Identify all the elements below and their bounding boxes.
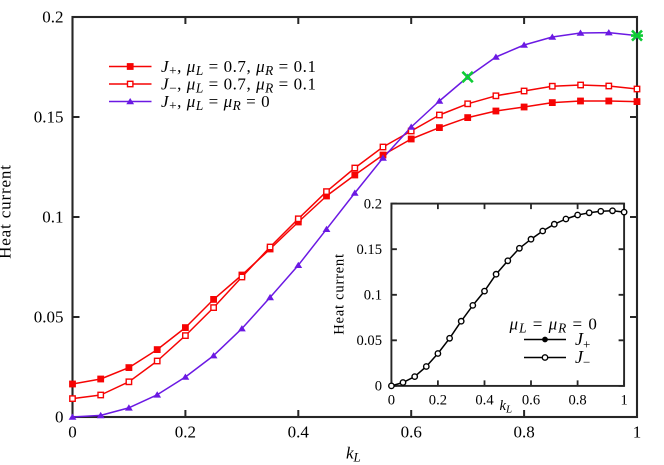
svg-text:0.2: 0.2 [175, 423, 196, 442]
svg-text:1: 1 [633, 423, 642, 442]
svg-text:0.05: 0.05 [356, 333, 382, 349]
svg-text:0.1: 0.1 [364, 288, 382, 304]
svg-text:0.4: 0.4 [475, 393, 494, 409]
svg-text:0.2: 0.2 [364, 196, 382, 212]
svg-text:0: 0 [55, 408, 64, 427]
svg-text:J+, μL = μR = 0: J+, μL = μR = 0 [161, 92, 270, 113]
svg-text:0.8: 0.8 [568, 393, 586, 409]
svg-text:0.2: 0.2 [429, 393, 447, 409]
svg-text:0: 0 [388, 393, 395, 409]
svg-text:Heat current: Heat current [332, 253, 348, 335]
svg-text:0: 0 [68, 423, 77, 442]
svg-text:kL: kL [346, 444, 361, 465]
svg-text:Heat current: Heat current [0, 164, 15, 259]
svg-text:0.15: 0.15 [34, 108, 64, 127]
svg-text:0.1: 0.1 [42, 208, 63, 227]
svg-text:0.8: 0.8 [513, 423, 534, 442]
svg-text:J−, μL = 0.7, μR = 0.1: J−, μL = 0.7, μR = 0.1 [161, 75, 317, 96]
svg-text:J+, μL = 0.7, μR = 0.1: J+, μL = 0.7, μR = 0.1 [161, 57, 317, 78]
svg-text:0.4: 0.4 [288, 423, 310, 442]
svg-text:0.2: 0.2 [42, 8, 63, 27]
svg-text:0: 0 [375, 379, 382, 395]
svg-text:1: 1 [620, 393, 627, 409]
svg-text:0.6: 0.6 [401, 423, 422, 442]
svg-text:J−: J− [575, 347, 590, 370]
svg-text:J+: J+ [575, 329, 590, 352]
svg-text:0.05: 0.05 [34, 308, 64, 327]
svg-text:0.6: 0.6 [522, 393, 540, 409]
svg-text:0.15: 0.15 [356, 242, 382, 258]
svg-text:μL = μR = 0: μL = μR = 0 [509, 315, 598, 336]
